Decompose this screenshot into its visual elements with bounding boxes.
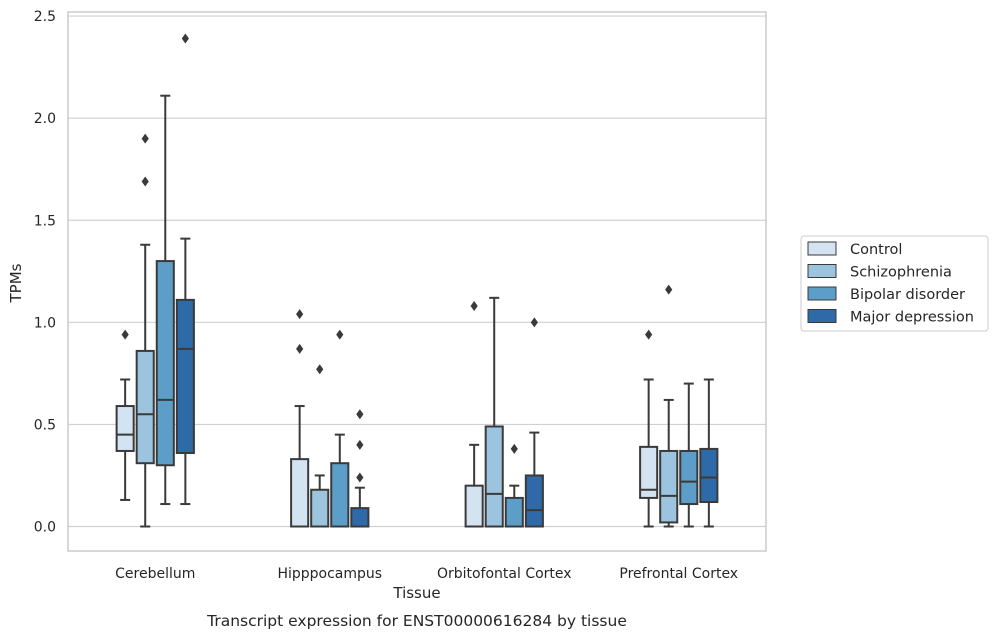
y-tick-label: 0.5 [34,417,56,433]
plot-frame [67,11,767,552]
box-iqr [679,449,699,506]
box-iqr [639,445,659,499]
legend-label: Schizophrenia [850,265,952,281]
box-major-depression [524,317,544,528]
outlier-point [356,472,364,483]
box-schizophrenia [659,284,679,528]
box-iqr [155,260,175,467]
legend-label: Major depression [850,310,974,326]
box-iqr [310,488,330,528]
box-iqr [659,449,679,524]
box-control [290,309,310,528]
outlier-point [470,301,478,311]
box-bipolar-disorder [504,443,524,528]
outlier-point [665,284,673,295]
box-iqr [524,474,544,528]
legend-frame [800,235,989,332]
legend: Control Schizophrenia Bipolar disorder Majo… [800,235,989,332]
outlier-point [316,364,324,375]
y-tick-label: 2.0 [34,111,56,127]
y-axis-label: TPMs [7,263,25,303]
box-bipolar-disorder [679,382,699,528]
y-tick-label: 0.0 [34,520,56,536]
x-tick-label: Hipppocampus [277,566,382,582]
x-tick-label: Cerebellum [115,566,195,582]
box-iqr [115,405,135,452]
box-iqr [699,447,719,503]
outlier-point [181,33,189,44]
y-tick-label: 2.5 [34,9,56,25]
x-axis-label: Tissue [392,584,440,602]
box-major-depression [175,33,195,506]
x-tick-label: Orbitofontal Cortex [437,566,572,582]
box-bipolar-disorder [155,94,175,506]
legend-label: Control [850,242,902,258]
box-bipolar-disorder [330,329,350,528]
box-major-depression [699,378,719,528]
box-iqr [330,462,350,528]
box-schizophrenia [135,133,155,528]
box-control [115,329,135,501]
box-iqr [175,298,195,454]
outlier-point [141,176,149,187]
box-schizophrenia [484,296,504,528]
box-major-depression [350,409,370,528]
box-iqr [464,484,484,528]
y-tick-label: 1.5 [34,213,56,229]
legend-swatch [807,241,837,256]
legend-swatch [807,309,837,323]
box-control [639,329,659,528]
x-axis-ticks: Cerebellum Hipppocampus Orbitofontal Corte… [115,566,738,582]
legend-swatch [807,264,837,278]
outlier-point [530,317,538,328]
outlier-point [121,329,129,340]
box-schizophrenia [310,364,330,528]
legend-label: Bipolar disorder [850,287,965,303]
y-axis-ticks: 0.0 0.5 1.0 1.5 2.0 2.5 [34,9,56,535]
outlier-point [296,343,304,354]
box-groups [115,33,719,528]
outlier-point [645,329,653,340]
outlier-point [141,133,149,144]
box-control [464,301,484,528]
box-iqr [135,349,155,465]
outlier-point [296,309,304,320]
chart-caption: Transcript expression for ENST0000061628… [206,612,627,630]
legend-swatch [807,286,837,301]
x-tick-label: Prefrontal Cortex [619,566,738,582]
box-iqr [504,496,524,528]
outlier-point [510,443,518,454]
box-iqr [484,425,504,528]
y-tick-label: 1.0 [34,315,56,331]
outlier-point [356,439,364,450]
outlier-point [356,409,364,420]
box-iqr [350,507,370,528]
box-iqr [290,458,310,528]
outlier-point [336,329,344,340]
